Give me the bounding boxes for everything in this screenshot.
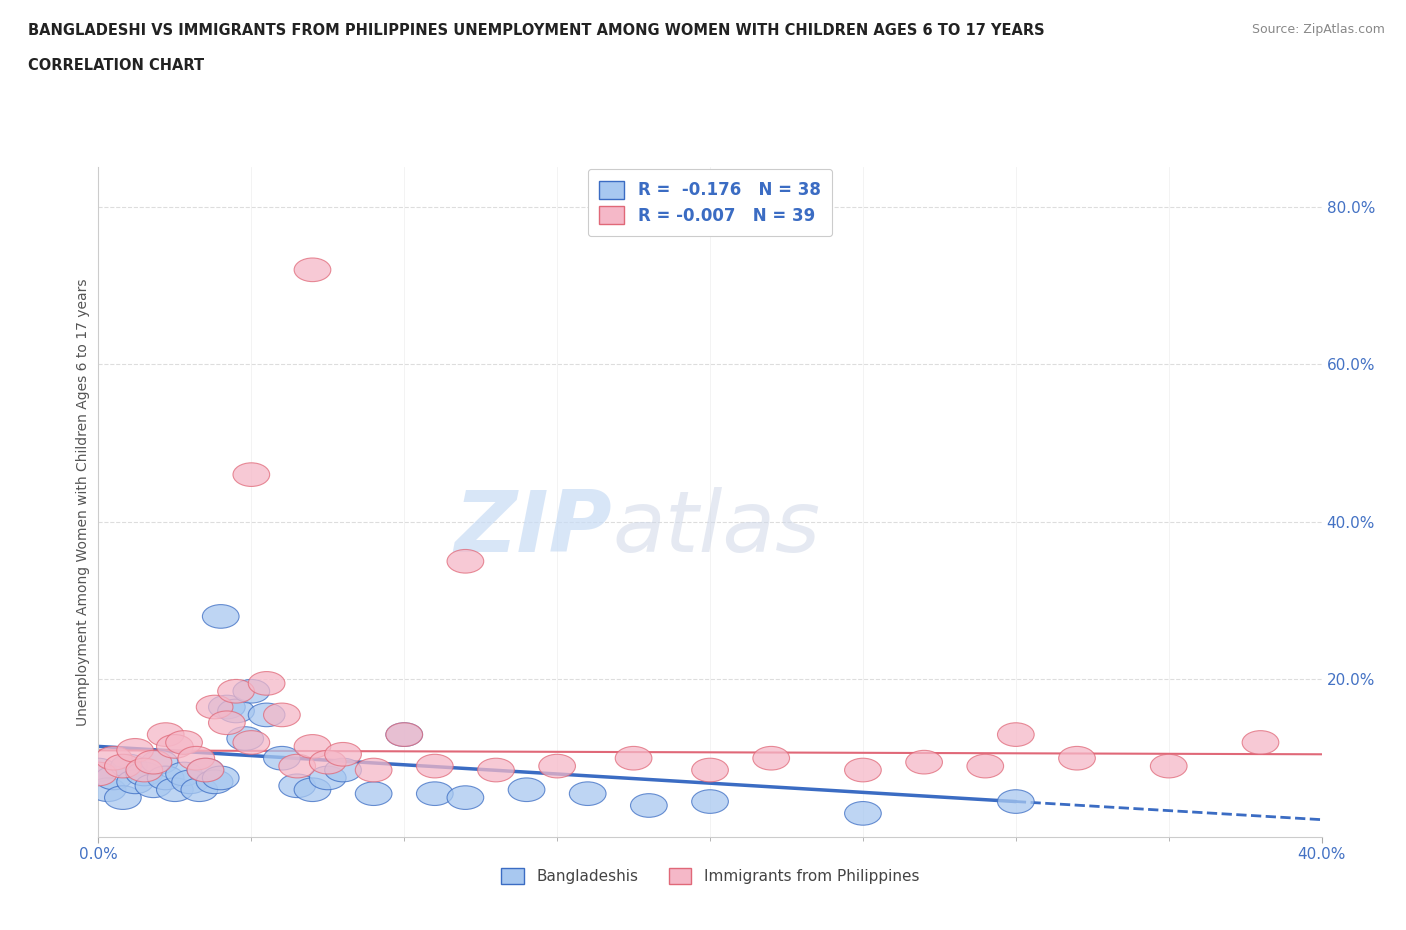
Ellipse shape — [294, 735, 330, 758]
Ellipse shape — [156, 735, 193, 758]
Ellipse shape — [692, 790, 728, 814]
Ellipse shape — [208, 696, 245, 719]
Text: Source: ZipAtlas.com: Source: ZipAtlas.com — [1251, 23, 1385, 36]
Ellipse shape — [233, 731, 270, 754]
Ellipse shape — [156, 777, 193, 802]
Ellipse shape — [127, 763, 163, 786]
Text: BANGLADESHI VS IMMIGRANTS FROM PHILIPPINES UNEMPLOYMENT AMONG WOMEN WITH CHILDRE: BANGLADESHI VS IMMIGRANTS FROM PHILIPPIN… — [28, 23, 1045, 38]
Ellipse shape — [197, 696, 233, 719]
Ellipse shape — [309, 751, 346, 774]
Ellipse shape — [278, 774, 315, 798]
Ellipse shape — [1241, 731, 1279, 754]
Ellipse shape — [478, 758, 515, 782]
Ellipse shape — [127, 758, 163, 782]
Ellipse shape — [278, 754, 315, 777]
Ellipse shape — [104, 786, 141, 809]
Ellipse shape — [447, 786, 484, 809]
Ellipse shape — [233, 680, 270, 703]
Ellipse shape — [187, 758, 224, 782]
Ellipse shape — [117, 770, 153, 793]
Ellipse shape — [181, 777, 218, 802]
Ellipse shape — [96, 766, 132, 790]
Ellipse shape — [1059, 747, 1095, 770]
Ellipse shape — [508, 777, 546, 802]
Ellipse shape — [202, 766, 239, 790]
Ellipse shape — [179, 747, 215, 770]
Ellipse shape — [325, 742, 361, 766]
Ellipse shape — [117, 738, 153, 763]
Ellipse shape — [997, 790, 1035, 814]
Ellipse shape — [249, 671, 285, 696]
Ellipse shape — [208, 711, 245, 735]
Ellipse shape — [166, 763, 202, 786]
Ellipse shape — [202, 604, 239, 629]
Ellipse shape — [294, 777, 330, 802]
Ellipse shape — [967, 754, 1004, 777]
Ellipse shape — [148, 766, 184, 790]
Ellipse shape — [89, 777, 127, 802]
Ellipse shape — [385, 723, 423, 747]
Ellipse shape — [141, 751, 179, 774]
Ellipse shape — [111, 754, 148, 777]
Ellipse shape — [80, 758, 117, 782]
Text: CORRELATION CHART: CORRELATION CHART — [28, 58, 204, 73]
Ellipse shape — [356, 782, 392, 805]
Ellipse shape — [80, 763, 117, 786]
Text: atlas: atlas — [612, 487, 820, 570]
Ellipse shape — [172, 770, 208, 793]
Ellipse shape — [845, 802, 882, 825]
Ellipse shape — [569, 782, 606, 805]
Text: ZIP: ZIP — [454, 487, 612, 570]
Legend: Bangladeshis, Immigrants from Philippines: Bangladeshis, Immigrants from Philippine… — [489, 856, 931, 897]
Ellipse shape — [752, 747, 790, 770]
Ellipse shape — [226, 726, 263, 751]
Ellipse shape — [845, 758, 882, 782]
Ellipse shape — [692, 758, 728, 782]
Ellipse shape — [249, 703, 285, 726]
Ellipse shape — [96, 747, 132, 770]
Ellipse shape — [616, 747, 652, 770]
Ellipse shape — [135, 751, 172, 774]
Ellipse shape — [997, 723, 1035, 747]
Ellipse shape — [630, 793, 668, 817]
Ellipse shape — [294, 258, 330, 282]
Ellipse shape — [166, 731, 202, 754]
Ellipse shape — [218, 699, 254, 723]
Ellipse shape — [263, 703, 301, 726]
Ellipse shape — [233, 463, 270, 486]
Ellipse shape — [135, 774, 172, 798]
Ellipse shape — [148, 723, 184, 747]
Ellipse shape — [218, 680, 254, 703]
Ellipse shape — [197, 770, 233, 793]
Ellipse shape — [416, 782, 453, 805]
Ellipse shape — [538, 754, 575, 777]
Ellipse shape — [447, 550, 484, 573]
Y-axis label: Unemployment Among Women with Children Ages 6 to 17 years: Unemployment Among Women with Children A… — [76, 278, 90, 726]
Ellipse shape — [905, 751, 942, 774]
Ellipse shape — [356, 758, 392, 782]
Ellipse shape — [1150, 754, 1187, 777]
Ellipse shape — [104, 754, 141, 777]
Ellipse shape — [325, 758, 361, 782]
Ellipse shape — [187, 758, 224, 782]
Ellipse shape — [416, 754, 453, 777]
Ellipse shape — [385, 723, 423, 747]
Ellipse shape — [263, 747, 301, 770]
Ellipse shape — [309, 766, 346, 790]
